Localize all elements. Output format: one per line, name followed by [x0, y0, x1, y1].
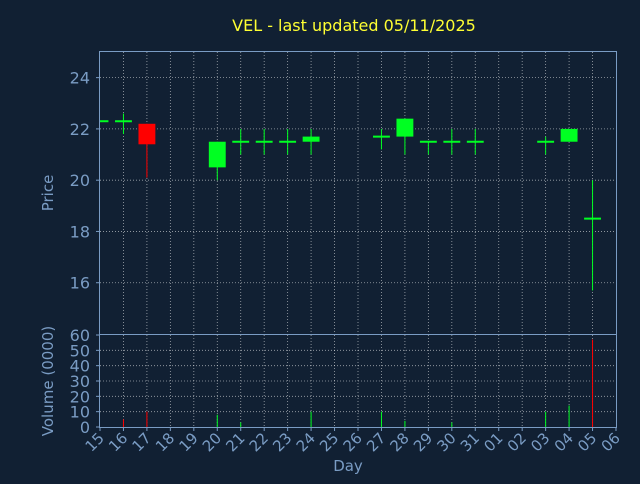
x-tick-label: 20	[199, 429, 225, 455]
x-tick-label: 19	[175, 429, 201, 455]
candle	[115, 113, 132, 135]
volume-axis-label: Volume (0000)	[39, 326, 57, 436]
x-tick-label: 22	[246, 429, 272, 455]
candle	[584, 180, 601, 291]
candle-body	[560, 128, 578, 142]
price-tick-label: 24	[70, 69, 90, 88]
x-axis-label: Day	[333, 457, 363, 475]
volume-tick-label: 30	[70, 372, 90, 391]
volume-tick-label: 60	[70, 326, 90, 345]
candle	[255, 128, 273, 155]
volume-tick-label: 0	[80, 418, 90, 437]
candle	[419, 140, 437, 155]
x-tick-label: 17	[129, 429, 155, 455]
candle	[537, 136, 555, 155]
price-tick-label: 22	[70, 120, 90, 139]
price-tick-label: 16	[70, 274, 90, 293]
candle	[232, 128, 250, 155]
candle-body	[396, 118, 414, 137]
price-y-ticks: 16 18 20 22 24	[70, 69, 100, 293]
x-ticks: 1516171819202122232425262728293031010203…	[82, 427, 624, 455]
x-tick-label: 03	[527, 429, 553, 455]
x-tick-label: 01	[480, 429, 506, 455]
x-tick-label: 16	[105, 429, 131, 455]
x-tick-label: 28	[387, 429, 413, 455]
volume-tick-label: 20	[70, 387, 90, 406]
x-tick-label: 31	[457, 429, 483, 455]
candle	[279, 128, 297, 155]
candle	[208, 141, 226, 181]
candle	[138, 123, 156, 178]
volume-tick-label: 10	[70, 403, 90, 422]
volume-grid	[100, 335, 616, 427]
x-tick-label: 27	[363, 429, 389, 455]
x-tick-label: 04	[551, 429, 577, 455]
price-grid	[100, 52, 616, 334]
volume-tick-label: 40	[70, 357, 90, 376]
x-tick-label: 02	[504, 429, 530, 455]
x-tick-label: 25	[316, 429, 342, 455]
candle	[396, 118, 414, 155]
volume-tick-label: 50	[70, 341, 90, 360]
volume-bars	[122, 339, 594, 427]
price-tick-label: 18	[70, 222, 90, 241]
x-tick-label: 26	[340, 429, 366, 455]
price-axis-label: Price	[39, 175, 57, 212]
candle-body	[138, 123, 156, 145]
x-tick-label: 21	[222, 429, 248, 455]
candle	[560, 128, 578, 142]
candle-body	[208, 141, 226, 168]
x-tick-label: 05	[574, 429, 600, 455]
candle	[443, 128, 461, 155]
chart-title: VEL - last updated 05/11/2025	[232, 16, 476, 35]
x-tick-label: 30	[433, 429, 459, 455]
x-tick-label: 24	[293, 429, 319, 455]
x-tick-label: 06	[598, 429, 624, 455]
candle	[466, 128, 484, 155]
x-tick-label: 23	[269, 429, 295, 455]
candle	[302, 128, 320, 155]
candle	[373, 128, 390, 150]
candles	[100, 113, 601, 291]
x-tick-label: 29	[410, 429, 436, 455]
candle-body	[302, 136, 320, 142]
x-tick-label: 18	[152, 429, 178, 455]
price-tick-label: 20	[70, 171, 90, 190]
